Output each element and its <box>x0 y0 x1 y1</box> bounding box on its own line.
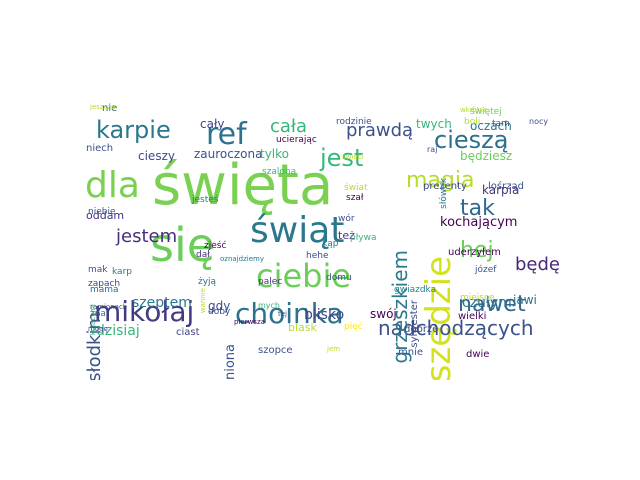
word: nocy <box>529 117 549 126</box>
word: tej <box>278 310 287 318</box>
word: józef <box>475 265 497 275</box>
word: zapach <box>88 279 121 289</box>
word: raj <box>427 145 438 154</box>
word: doby <box>208 307 231 317</box>
word: mikołaj <box>94 295 195 328</box>
word: dwie <box>466 349 490 360</box>
word: święta <box>152 153 334 218</box>
word: uderzyłem <box>448 247 501 258</box>
word: tam <box>492 119 510 129</box>
word: cała <box>270 116 308 137</box>
word: palec <box>258 277 283 287</box>
word: prawdą <box>346 120 414 141</box>
word: ciebie <box>256 257 352 295</box>
word: hej <box>460 238 494 263</box>
word: ciast <box>176 327 200 338</box>
word: karp <box>112 267 132 277</box>
word: mak <box>88 265 108 275</box>
word: zauroczona <box>194 147 263 161</box>
word: mnie <box>398 347 424 358</box>
word: cieszy <box>138 149 175 163</box>
word: szalona <box>262 167 297 177</box>
word: dobrze <box>404 324 439 335</box>
word: pierwsza <box>234 318 265 326</box>
word: nie <box>102 103 118 114</box>
word: jest <box>320 144 364 172</box>
word: nawet <box>458 292 526 317</box>
word: rozpromieniona <box>223 344 238 380</box>
word: blask <box>288 321 317 334</box>
word: tak <box>460 196 495 221</box>
word: czułym <box>462 295 512 311</box>
word: rodzinie <box>336 117 372 127</box>
word: ramionach <box>90 303 128 311</box>
word: miejsce <box>460 293 495 303</box>
word: jeszcze <box>90 103 116 111</box>
word: mych <box>258 301 280 310</box>
word: mama <box>90 285 119 295</box>
word: prezenty <box>423 181 467 192</box>
word: jawi <box>513 293 537 307</box>
word: mogę <box>88 325 108 333</box>
word: świąt <box>250 210 345 251</box>
word: gwiazdka <box>394 285 437 295</box>
word: oczach <box>470 119 512 133</box>
word: szał <box>346 193 364 203</box>
word: niebie <box>88 207 116 217</box>
word: wielki <box>458 311 487 322</box>
word: zna <box>90 309 106 319</box>
word: dzisiaj <box>96 323 140 339</box>
word: będę <box>515 254 560 275</box>
word: oddam <box>86 209 125 222</box>
word: choinka <box>235 297 344 330</box>
word: blisko <box>304 307 345 323</box>
word: karpia <box>482 183 520 197</box>
word: pięć <box>344 322 363 332</box>
word: swój <box>370 307 397 321</box>
word: dla <box>85 165 140 206</box>
word: wkrótce <box>460 106 488 114</box>
word: szeptem <box>132 295 192 311</box>
word: zjeść <box>204 241 227 251</box>
word: karpie <box>96 116 171 144</box>
word: hehe <box>306 251 329 261</box>
word-cloud: święta się wszędzie dla świąt ciebie cho… <box>80 100 560 380</box>
word: kąp <box>322 239 339 249</box>
word: się <box>150 218 216 272</box>
word: niech <box>86 143 114 154</box>
word: jesteś <box>192 195 219 205</box>
word: będziesz <box>460 149 513 163</box>
word: magia <box>406 168 475 193</box>
word: ref <box>206 117 247 152</box>
word: dał <box>196 250 210 260</box>
word: żyją <box>198 277 217 287</box>
word: cały <box>200 117 225 131</box>
word: słówek <box>439 178 449 209</box>
word: też <box>338 229 355 242</box>
word: gdy <box>208 299 231 313</box>
word: świat <box>344 183 368 193</box>
word: lośrząd <box>488 181 524 192</box>
word: wór <box>338 214 355 224</box>
word: nadchodzących <box>378 316 534 340</box>
word: cieszą <box>434 126 509 154</box>
word: oznajdziemy <box>220 255 264 263</box>
word: świętej <box>470 107 502 117</box>
word: jem <box>327 345 341 353</box>
word: szopce <box>258 345 293 356</box>
word: ucierając <box>276 135 317 145</box>
word: kochającym <box>440 215 518 230</box>
word: domu <box>326 273 352 283</box>
word: świeci <box>342 153 364 161</box>
word: jestem <box>116 226 178 247</box>
word: pływa <box>350 233 377 243</box>
word: boli <box>464 117 481 127</box>
word: tylko <box>260 147 290 161</box>
word: twych <box>416 117 452 131</box>
word: wannie <box>199 288 207 314</box>
